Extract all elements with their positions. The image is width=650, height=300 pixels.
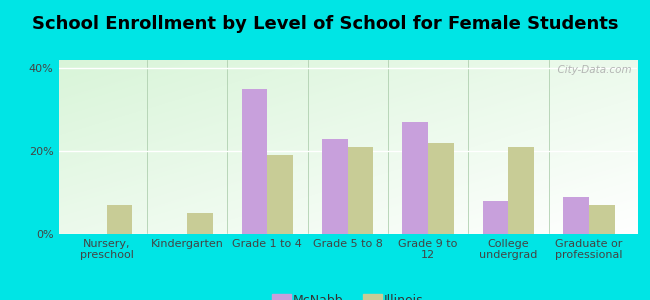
- Bar: [483, 201, 508, 234]
- Bar: [322, 139, 348, 234]
- Legend: McNabb, Illinois: McNabb, Illinois: [267, 289, 428, 300]
- Bar: [508, 147, 534, 234]
- Bar: [348, 147, 374, 234]
- Text: School Enrollment by Level of School for Female Students: School Enrollment by Level of School for…: [32, 15, 618, 33]
- Bar: [267, 155, 293, 234]
- Text: City-Data.com: City-Data.com: [551, 65, 631, 75]
- Bar: [563, 197, 589, 234]
- Bar: [242, 89, 267, 234]
- Bar: [589, 205, 614, 234]
- Bar: [107, 205, 133, 234]
- Bar: [428, 143, 454, 234]
- Bar: [187, 213, 213, 234]
- Bar: [402, 122, 428, 234]
